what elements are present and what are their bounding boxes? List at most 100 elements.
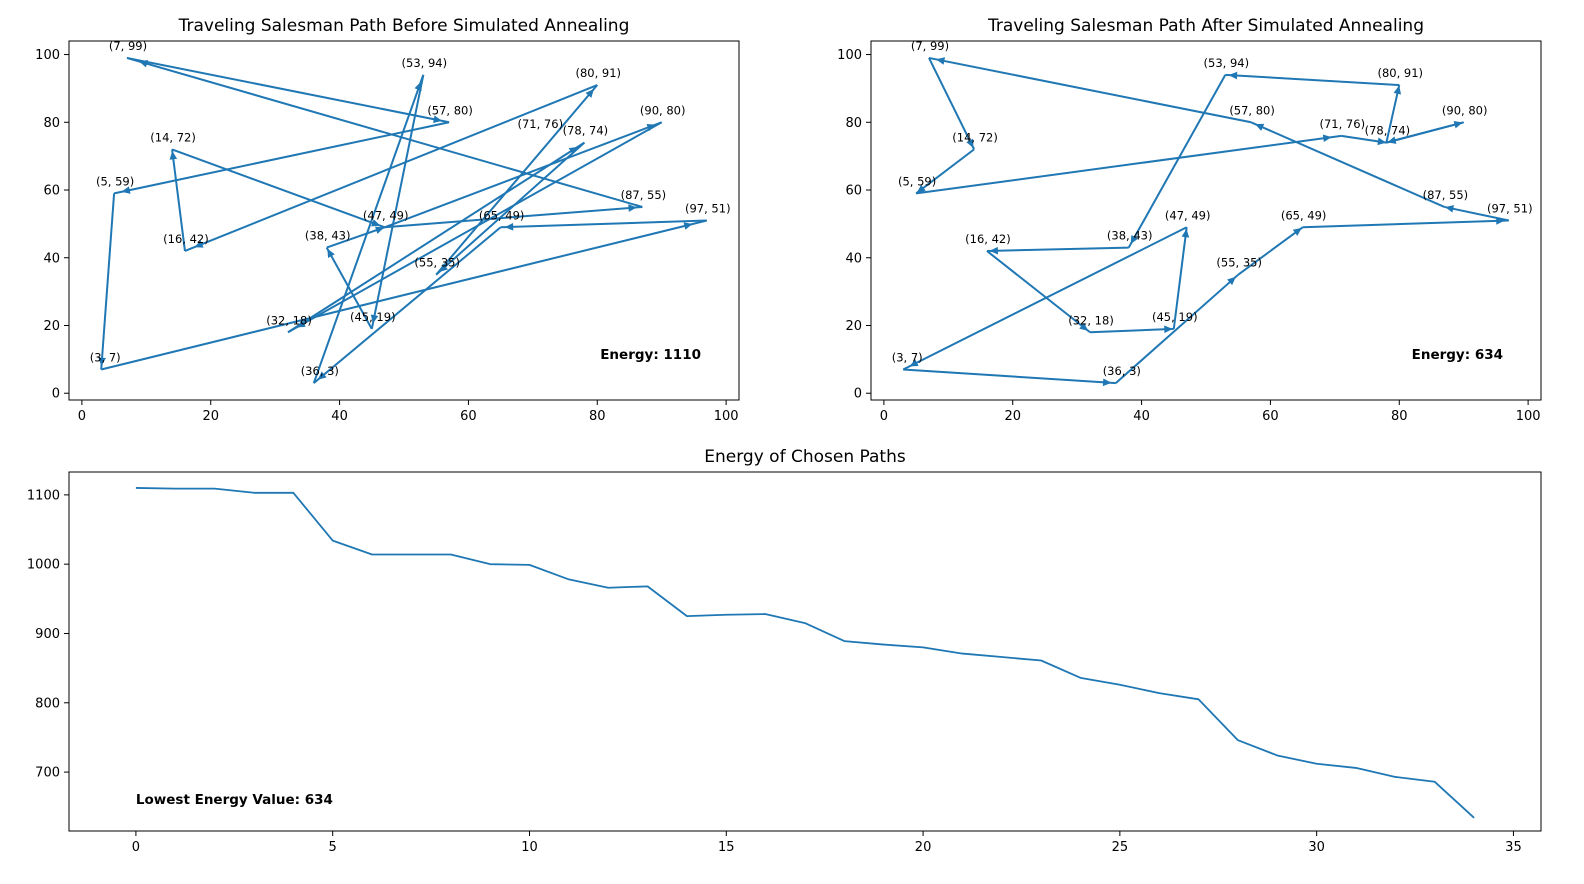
path-segment (384, 205, 643, 229)
subplot-3: Energy of Chosen Paths 0 5 10 15 20 25 30 35 700 8… (27, 447, 1542, 855)
y-tick-label: 40 (43, 251, 60, 266)
path-arrowhead (1292, 227, 1302, 236)
point-label: (32, 18) (266, 313, 312, 327)
path-arrowhead (1102, 378, 1112, 387)
point-label: (57, 80) (427, 103, 473, 117)
path-segment (915, 134, 1342, 195)
path-arrowhead (1181, 228, 1190, 238)
path-segment (326, 226, 386, 249)
path-arrowhead (194, 240, 204, 248)
energy-line (135, 487, 1475, 819)
x-tick-label: 30 (1308, 840, 1325, 855)
x-tick-label: 20 (915, 840, 932, 855)
y-tick-label: 40 (845, 251, 862, 266)
point-label: (38, 43) (305, 229, 351, 243)
point-label: (14, 72) (952, 130, 998, 144)
path-arrowhead (916, 184, 926, 193)
path-segment (113, 121, 450, 195)
path-arrowhead (370, 314, 379, 324)
path-arrowhead (327, 248, 335, 258)
path-segment (986, 246, 1129, 252)
x-tick-label: 25 (1112, 840, 1129, 855)
point-label: (97, 51) (685, 202, 731, 216)
x-tick-label: 100 (1516, 409, 1541, 424)
x-tick-label: 15 (718, 840, 735, 855)
y-tick-label: 60 (43, 184, 60, 199)
path-arrowhead (1079, 322, 1089, 331)
path-segment (1115, 273, 1239, 384)
path-segment (1237, 226, 1304, 276)
point-label: (16, 42) (163, 232, 209, 246)
path-segment (1225, 73, 1400, 87)
point-label: (78, 74) (1365, 124, 1411, 138)
path-segment (100, 219, 708, 371)
y-tick-label: 0 (854, 387, 862, 402)
chart-title: Traveling Salesman Path Before Simulated… (178, 16, 630, 36)
x-tick-label: 60 (460, 409, 477, 424)
point-label: (45, 19) (350, 310, 396, 324)
y-tick-label: 80 (845, 116, 862, 131)
path-arrowhead (1496, 217, 1505, 225)
point-label: (32, 18) (1068, 313, 1114, 327)
path-arrowhead (317, 371, 327, 380)
point-label: (47, 49) (1165, 208, 1211, 222)
point-label: (3, 7) (90, 351, 121, 365)
path-arrowhead (98, 357, 106, 367)
lowest-energy-annotation: Lowest Energy Value: 634 (136, 792, 333, 808)
point-label: (65, 49) (1281, 208, 1327, 222)
x-tick-label: 5 (329, 840, 337, 855)
path-segment (384, 121, 663, 229)
path-arrowhead (374, 226, 385, 234)
x-tick-label: 0 (78, 409, 86, 424)
x-tick-label: 80 (589, 409, 606, 424)
path-arrowhead (121, 186, 131, 194)
point-label: (16, 42) (965, 232, 1011, 246)
path-arrowhead (1322, 134, 1332, 143)
path-arrowhead (1227, 276, 1236, 286)
chart-title: Energy of Chosen Paths (704, 447, 906, 467)
x-tick-label: 80 (1391, 409, 1408, 424)
path-arrowhead (909, 359, 919, 367)
path-segment (1089, 327, 1174, 334)
path-arrowhead (433, 115, 442, 123)
axes-frame (870, 40, 1542, 401)
path-arrowhead (989, 246, 998, 255)
y-tick-label: 20 (43, 319, 60, 334)
path-segment (312, 74, 425, 384)
x-tick-label: 10 (521, 840, 538, 855)
path-segment (903, 368, 1116, 385)
path-arrowhead (683, 222, 693, 230)
y-tick-label: 100 (35, 48, 60, 63)
point-label: (53, 94) (402, 56, 448, 70)
y-tick-label: 1100 (27, 488, 60, 503)
point-label: (38, 43) (1107, 229, 1153, 243)
path-arrowhead (1377, 137, 1387, 146)
energy-annotation: Energy: 1110 (600, 347, 701, 363)
path-segment (325, 247, 373, 330)
y-tick-label: 0 (52, 387, 60, 402)
path-arrowhead (504, 223, 514, 231)
path-segment (435, 141, 586, 276)
point-label: (47, 49) (363, 208, 409, 222)
path-segment (1385, 84, 1401, 143)
point-label: (36, 3) (1103, 364, 1141, 378)
x-tick-label: 35 (1505, 840, 1522, 855)
y-tick-label: 900 (35, 627, 60, 642)
path-segment (500, 219, 707, 229)
point-label: (80, 91) (575, 66, 621, 80)
path-arrowhead (1445, 205, 1455, 213)
path-arrowhead (585, 89, 594, 98)
path-segment (928, 56, 1252, 124)
path-arrowhead (169, 150, 178, 160)
y-tick-label: 100 (837, 48, 862, 63)
path-segment (100, 193, 116, 370)
point-label: (5, 59) (898, 174, 936, 188)
path-segment (1127, 74, 1227, 249)
x-tick-label: 100 (714, 409, 739, 424)
point-label: (87, 55) (1423, 188, 1469, 202)
point-label: (87, 55) (621, 188, 667, 202)
point-label: (45, 19) (1152, 310, 1198, 324)
point-label: (14, 72) (150, 130, 196, 144)
y-tick-label: 20 (845, 319, 862, 334)
point-label: (90, 80) (1442, 103, 1488, 117)
